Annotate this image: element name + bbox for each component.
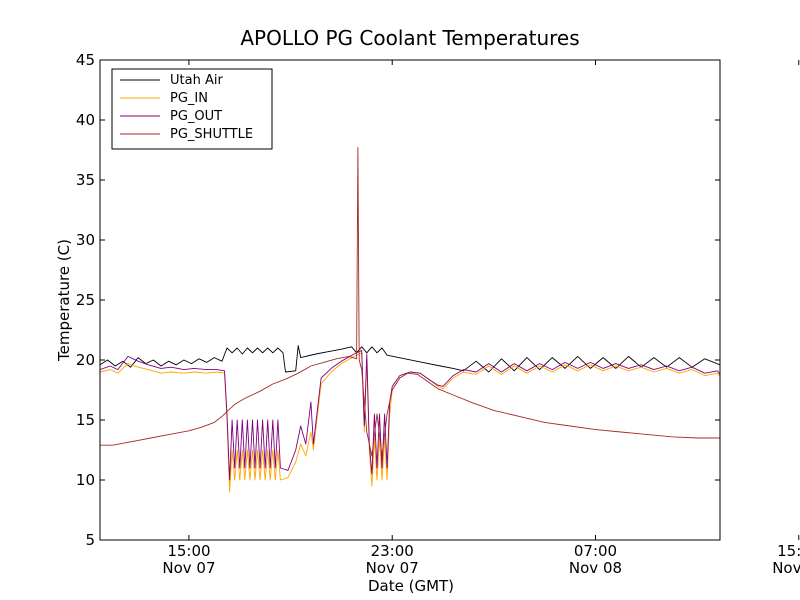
series-line-utah-air [100,345,720,373]
legend-label: PG_IN [170,91,208,106]
y-tick-label: 10 [76,471,95,489]
y-tick-label: 15 [76,411,95,429]
x-tick-label-time: 15:00 [777,542,800,560]
x-tick-label-time: 07:00 [574,542,617,560]
legend-label: Utah Air [170,73,223,88]
y-tick-label: 20 [76,351,95,369]
x-tick-label-time: 23:00 [371,542,414,560]
x-tick-label-date: Nov 07 [162,559,215,577]
plot-area [100,147,720,493]
legend-box [111,68,273,150]
x-tick-label-date: Nov 07 [366,559,419,577]
x-axis-label: Date (GMT) [368,577,454,595]
legend-label: PG_SHUTTLE [170,127,253,142]
legend-label: PG_OUT [170,109,222,124]
y-tick-label: 40 [76,111,95,129]
y-tick-label: 35 [76,171,95,189]
y-tick-label: 30 [76,231,95,249]
legend: Utah Air PG_IN PG_OUT PG_SHUTTLE [111,68,273,150]
y-tick-label: 5 [85,531,95,549]
y-tick-label: 45 [76,51,95,69]
x-tick-label-date: Nov 08 [772,559,800,577]
y-tick-label: 25 [76,291,95,309]
x-tick-label-time: 15:00 [167,542,210,560]
series-line-pg-shuttle [100,147,720,457]
series-line-pg-out [100,349,720,481]
x-tick-label-date: Nov 08 [569,559,622,577]
y-axis-label: Temperature (C) [55,239,73,362]
chart-title: APOLLO PG Coolant Temperatures [240,26,579,50]
